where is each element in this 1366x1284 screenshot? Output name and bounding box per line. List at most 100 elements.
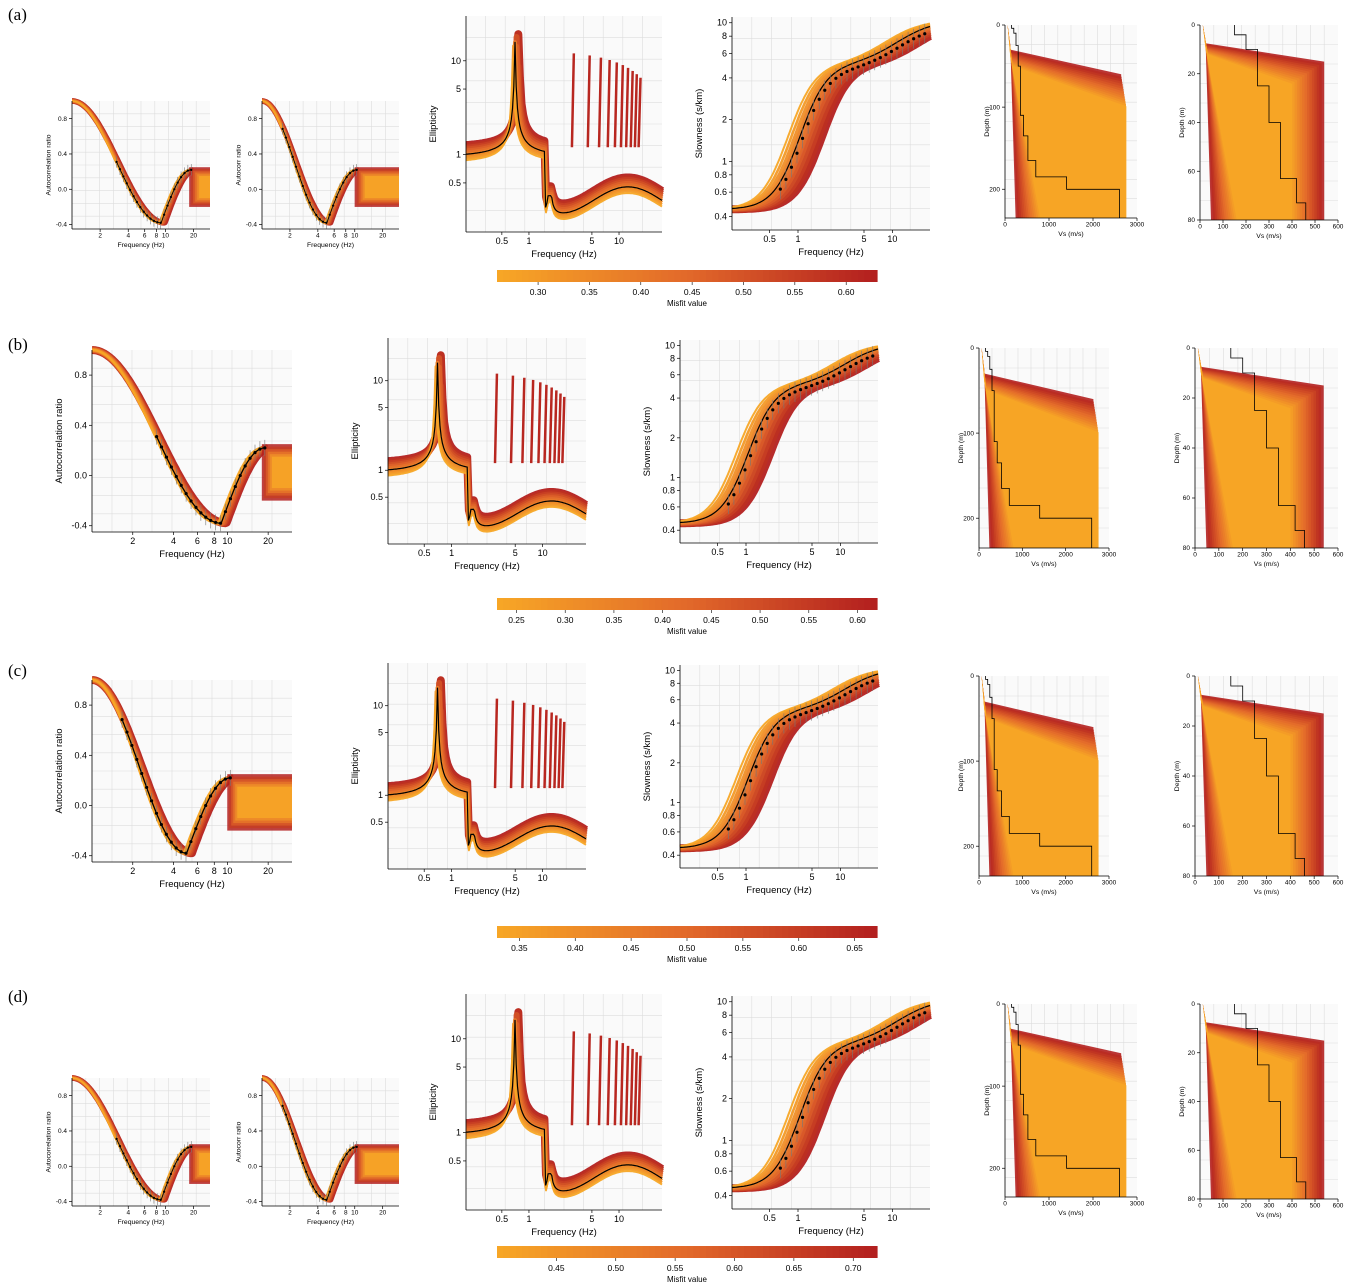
row2-panel3-data-point-3 — [743, 468, 747, 472]
row4-colorbar-segment-32 — [699, 1246, 707, 1258]
row4-panel4-x-tick-label-0: 0.5 — [763, 1213, 776, 1223]
row2-panel3-x-tick-label-3: 10 — [835, 547, 845, 557]
row1-panel1-x-tick-label-1: 4 — [126, 233, 130, 240]
row3-colorbar-segment-20 — [623, 926, 631, 938]
row4-colorbar-segment-0 — [497, 1246, 504, 1258]
row2-panel5-x-tick-label-5: 500 — [1309, 552, 1320, 559]
row3-colorbar-segment-26 — [661, 926, 669, 938]
row1-panel3-y-axis-label: Ellipticity — [428, 105, 439, 142]
row2-panel2-spike-3 — [529, 379, 535, 464]
row4-panel3-y-tick-label-3: 0.5 — [448, 1156, 461, 1166]
row2-panel3-y-tick-label-5: 1 — [670, 473, 675, 483]
row3-colorbar-segment-19 — [617, 926, 625, 938]
row3-panel2-spike-0 — [493, 698, 499, 789]
row3-panel3-y-axis-label: Slowness (s/km) — [642, 732, 653, 802]
row2-colorbar-segment-14 — [585, 598, 593, 610]
row1-panel3-x-tick-label-2: 5 — [589, 236, 594, 246]
row4-panel2-data-point-18 — [342, 1158, 345, 1161]
row2-panel3-data-point-24 — [860, 359, 864, 363]
row4-colorbar-segment-55 — [845, 1246, 853, 1258]
row2-colorbar-segment-17 — [604, 598, 612, 610]
row4-panel1-data-point-2 — [122, 1152, 125, 1155]
row1-panel1-x-tick-label-2: 6 — [143, 233, 147, 240]
row2-panel1-data-point-8 — [194, 505, 198, 510]
row4-colorbar-segment-21 — [630, 1246, 637, 1258]
row4-panel4-data-point-9 — [828, 1060, 832, 1065]
row2-panel4-x-tick-label-3: 3000 — [1102, 552, 1117, 559]
row2-colorbar-segment-4 — [522, 598, 530, 610]
row3-colorbar-segment-13 — [579, 926, 587, 938]
row2-colorbar-segment-46 — [788, 598, 796, 610]
row3-colorbar-segment-8 — [547, 926, 555, 938]
row2-colorbar-segment-2 — [509, 598, 517, 610]
row4-colorbar-segment-22 — [636, 1246, 644, 1258]
row3-colorbar-segment-11 — [566, 926, 574, 938]
row2-panel1-x-axis-label: Frequency (Hz) — [159, 549, 224, 560]
row1-panel6-y-tick-label-4: 80 — [1188, 217, 1196, 224]
row1-panel2-data-point-18 — [342, 181, 345, 184]
row4-panel6-y-tick-label-1: 20 — [1188, 1050, 1196, 1057]
row3-colorbar-segment-3 — [516, 926, 523, 938]
row1-panel1-y-axis-label: Autocorrelation ratio — [45, 134, 52, 195]
row3-colorbar-tick-label-3: 0.50 — [679, 943, 696, 953]
row3-panel3-data-point-1 — [732, 818, 736, 822]
row4-colorbar-segment-56 — [851, 1246, 859, 1258]
row1-panel2-data-point-7 — [305, 193, 308, 196]
row3-colorbar-segment-39 — [744, 926, 751, 938]
row1-colorbar-segment-7 — [541, 270, 549, 282]
row3-panel3-data-point-0 — [726, 827, 730, 831]
row3-panel3-y-tick-label-1: 8 — [670, 678, 675, 688]
row2-panel3-data-point-23 — [854, 361, 858, 366]
row1-panel3-y-tick-label-3: 0.5 — [448, 178, 461, 188]
row3-colorbar-segment-51 — [820, 926, 827, 938]
row1-panel4-band-model-10 — [731, 22, 931, 209]
row1-panel4-data-point-9 — [828, 81, 832, 86]
row3-panel3-data-point-24 — [860, 684, 864, 688]
row2-colorbar-segment-36 — [725, 598, 732, 610]
row2-colorbar-tick-label-7: 0.60 — [849, 615, 866, 625]
row4-panel2-x-tick-label-0: 2 — [288, 1210, 292, 1217]
row2-panel2-best-fit-line — [387, 362, 587, 527]
row4-panel3-x-axis-label: Frequency (Hz) — [531, 1227, 596, 1238]
row1-colorbar-segment-28 — [674, 270, 682, 282]
row3-panel3-data-point-5 — [754, 765, 758, 769]
row1-panel4-data-point-0 — [778, 187, 782, 191]
row4-panel4-data-point-8 — [823, 1067, 827, 1071]
row3-colorbar-tick-label-6: 0.65 — [846, 943, 863, 953]
row2-colorbar-segment-13 — [579, 598, 587, 610]
row4-panel6-y-axis-label: Depth (m) — [1179, 1086, 1186, 1116]
row1-colorbar-segment-31 — [693, 270, 701, 282]
row1-panel6-x-tick-label-3: 300 — [1264, 224, 1275, 231]
row4-colorbar-segment-13 — [579, 1246, 587, 1258]
row4-colorbar-segment-2 — [509, 1246, 517, 1258]
row4-panel3-spike-5 — [619, 1043, 625, 1126]
row1-panel6-x-tick-label-2: 200 — [1241, 224, 1252, 231]
row1-colorbar-segment-5 — [528, 270, 536, 282]
row3-panel1-data-point-5 — [145, 785, 149, 790]
row1-panel4-data-point-26 — [923, 32, 927, 36]
row4-panel3-x-tick-label-2: 5 — [589, 1214, 594, 1224]
row2-colorbar-segment-6 — [535, 598, 542, 610]
row3-panel2-band-model-9 — [387, 702, 587, 858]
row3-panel1-data-point-22 — [228, 776, 232, 780]
row2-panel2-spike-8 — [557, 393, 562, 464]
row1-panel1-data-point-12 — [156, 221, 159, 224]
row4-colorbar-segment-53 — [832, 1246, 840, 1258]
row3-panel1-y-axis-label: Autocorrelation ratio — [54, 728, 65, 813]
row4-panel3: 0.5 1 5 10 10 5 1 0.5 Frequency (Hz) Ellipticity — [428, 994, 665, 1238]
row3-panel3-data-point-16 — [815, 706, 819, 711]
row2-panel3-data-point-1 — [732, 493, 736, 497]
row3-panel2-spike-8 — [557, 718, 562, 789]
row2-panel5-profile-13 — [1197, 348, 1291, 548]
row3-panel3-y-tick-label-5: 1 — [670, 798, 675, 808]
row4-panel4-data-point-19 — [884, 1032, 888, 1036]
row1-panel2-data-point-4 — [294, 165, 298, 168]
row4-panel1-x-tick-label-1: 4 — [126, 1210, 130, 1217]
row2-panel2-spike-7 — [553, 390, 558, 464]
row4-panel2-data-point-0 — [281, 1104, 284, 1108]
row1-panel2-x-tick-label-3: 8 — [344, 233, 348, 240]
row1-panel1-data-point-17 — [173, 188, 176, 191]
row4-panel4-data-point-20 — [889, 1028, 894, 1033]
row1-panel3-x-tick-label-3: 10 — [614, 236, 624, 246]
